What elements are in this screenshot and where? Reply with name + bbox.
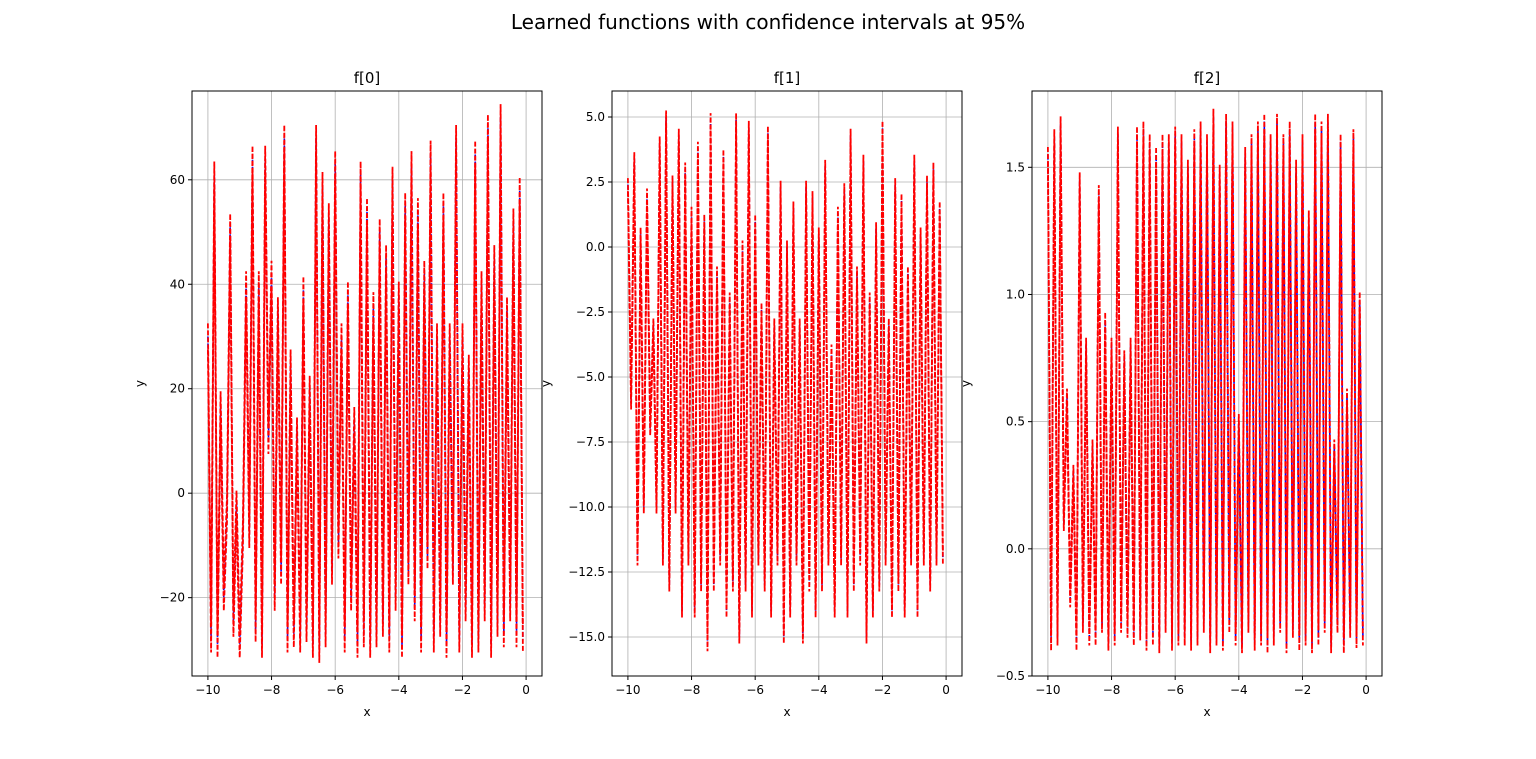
axes-frame <box>191 90 543 677</box>
y-tick-label: 60 <box>170 173 185 187</box>
x-tick-label: −4 <box>810 683 828 697</box>
x-axis-label: x <box>1203 705 1210 719</box>
x-axis-label: x <box>783 705 790 719</box>
y-axis-label: y <box>959 380 973 387</box>
y-tick-label: −10.0 <box>568 500 605 514</box>
x-tick-label: −10 <box>195 683 220 697</box>
figure-title: Learned functions with confidence interv… <box>510 10 1026 34</box>
y-tick-label: 2.5 <box>586 175 605 189</box>
x-tick-label: −10 <box>615 683 640 697</box>
x-tick-label: −6 <box>326 683 344 697</box>
y-tick-label: −15.0 <box>568 630 605 644</box>
x-tick-label: −6 <box>1166 683 1184 697</box>
x-tick-label: −4 <box>390 683 408 697</box>
y-tick-label: −20 <box>160 591 185 605</box>
x-tick-label: −10 <box>1035 683 1060 697</box>
y-tick-label: −0.5 <box>996 669 1025 683</box>
axes-frame <box>1031 90 1383 677</box>
subplot-title: f[0] <box>354 69 381 87</box>
subplot-title: f[1] <box>774 69 801 87</box>
y-tick-label: 1.5 <box>1006 160 1025 174</box>
x-tick-label: 0 <box>1362 683 1370 697</box>
y-tick-label: 1.0 <box>1006 287 1025 301</box>
x-tick-label: 0 <box>942 683 950 697</box>
y-tick-label: 0.0 <box>1006 542 1025 556</box>
x-axis-label: x <box>363 705 370 719</box>
y-axis-label: y <box>133 380 147 387</box>
y-tick-label: −5.0 <box>576 370 605 384</box>
y-tick-label: 0.5 <box>1006 415 1025 429</box>
subplot-title: f[2] <box>1194 69 1221 87</box>
axes-frame <box>611 90 963 677</box>
series-lower-line <box>207 130 524 663</box>
x-tick-label: −8 <box>1103 683 1121 697</box>
y-tick-label: −7.5 <box>576 435 605 449</box>
x-tick-label: −8 <box>683 683 701 697</box>
x-tick-label: −2 <box>1294 683 1312 697</box>
y-axis-label: y <box>539 380 553 387</box>
series-lower-line <box>1047 124 1364 654</box>
y-tick-label: −2.5 <box>576 305 605 319</box>
x-tick-label: −6 <box>746 683 764 697</box>
x-tick-label: −2 <box>454 683 472 697</box>
x-tick-label: −2 <box>874 683 892 697</box>
y-tick-label: 20 <box>170 382 185 396</box>
y-tick-label: 5.0 <box>586 110 605 124</box>
y-tick-label: 0.0 <box>586 240 605 254</box>
y-tick-label: −12.5 <box>568 565 605 579</box>
x-tick-label: 0 <box>522 683 530 697</box>
x-tick-label: −8 <box>263 683 281 697</box>
subplot-2: −10 −8 −6 −4 −2 0 −0.5 0.0 0.5 1.0 1.5 f[2] x y <box>959 69 1383 719</box>
subplot-1: −10 −8 −6 −4 −2 0 −15.0 −12.5 −10.0 −7.5 −5.0 −2.5 0… <box>539 69 963 719</box>
y-tick-label: 0 <box>177 486 185 500</box>
series-lower-line <box>627 123 944 652</box>
x-tick-label: −4 <box>1230 683 1248 697</box>
y-tick-label: 40 <box>170 277 185 291</box>
